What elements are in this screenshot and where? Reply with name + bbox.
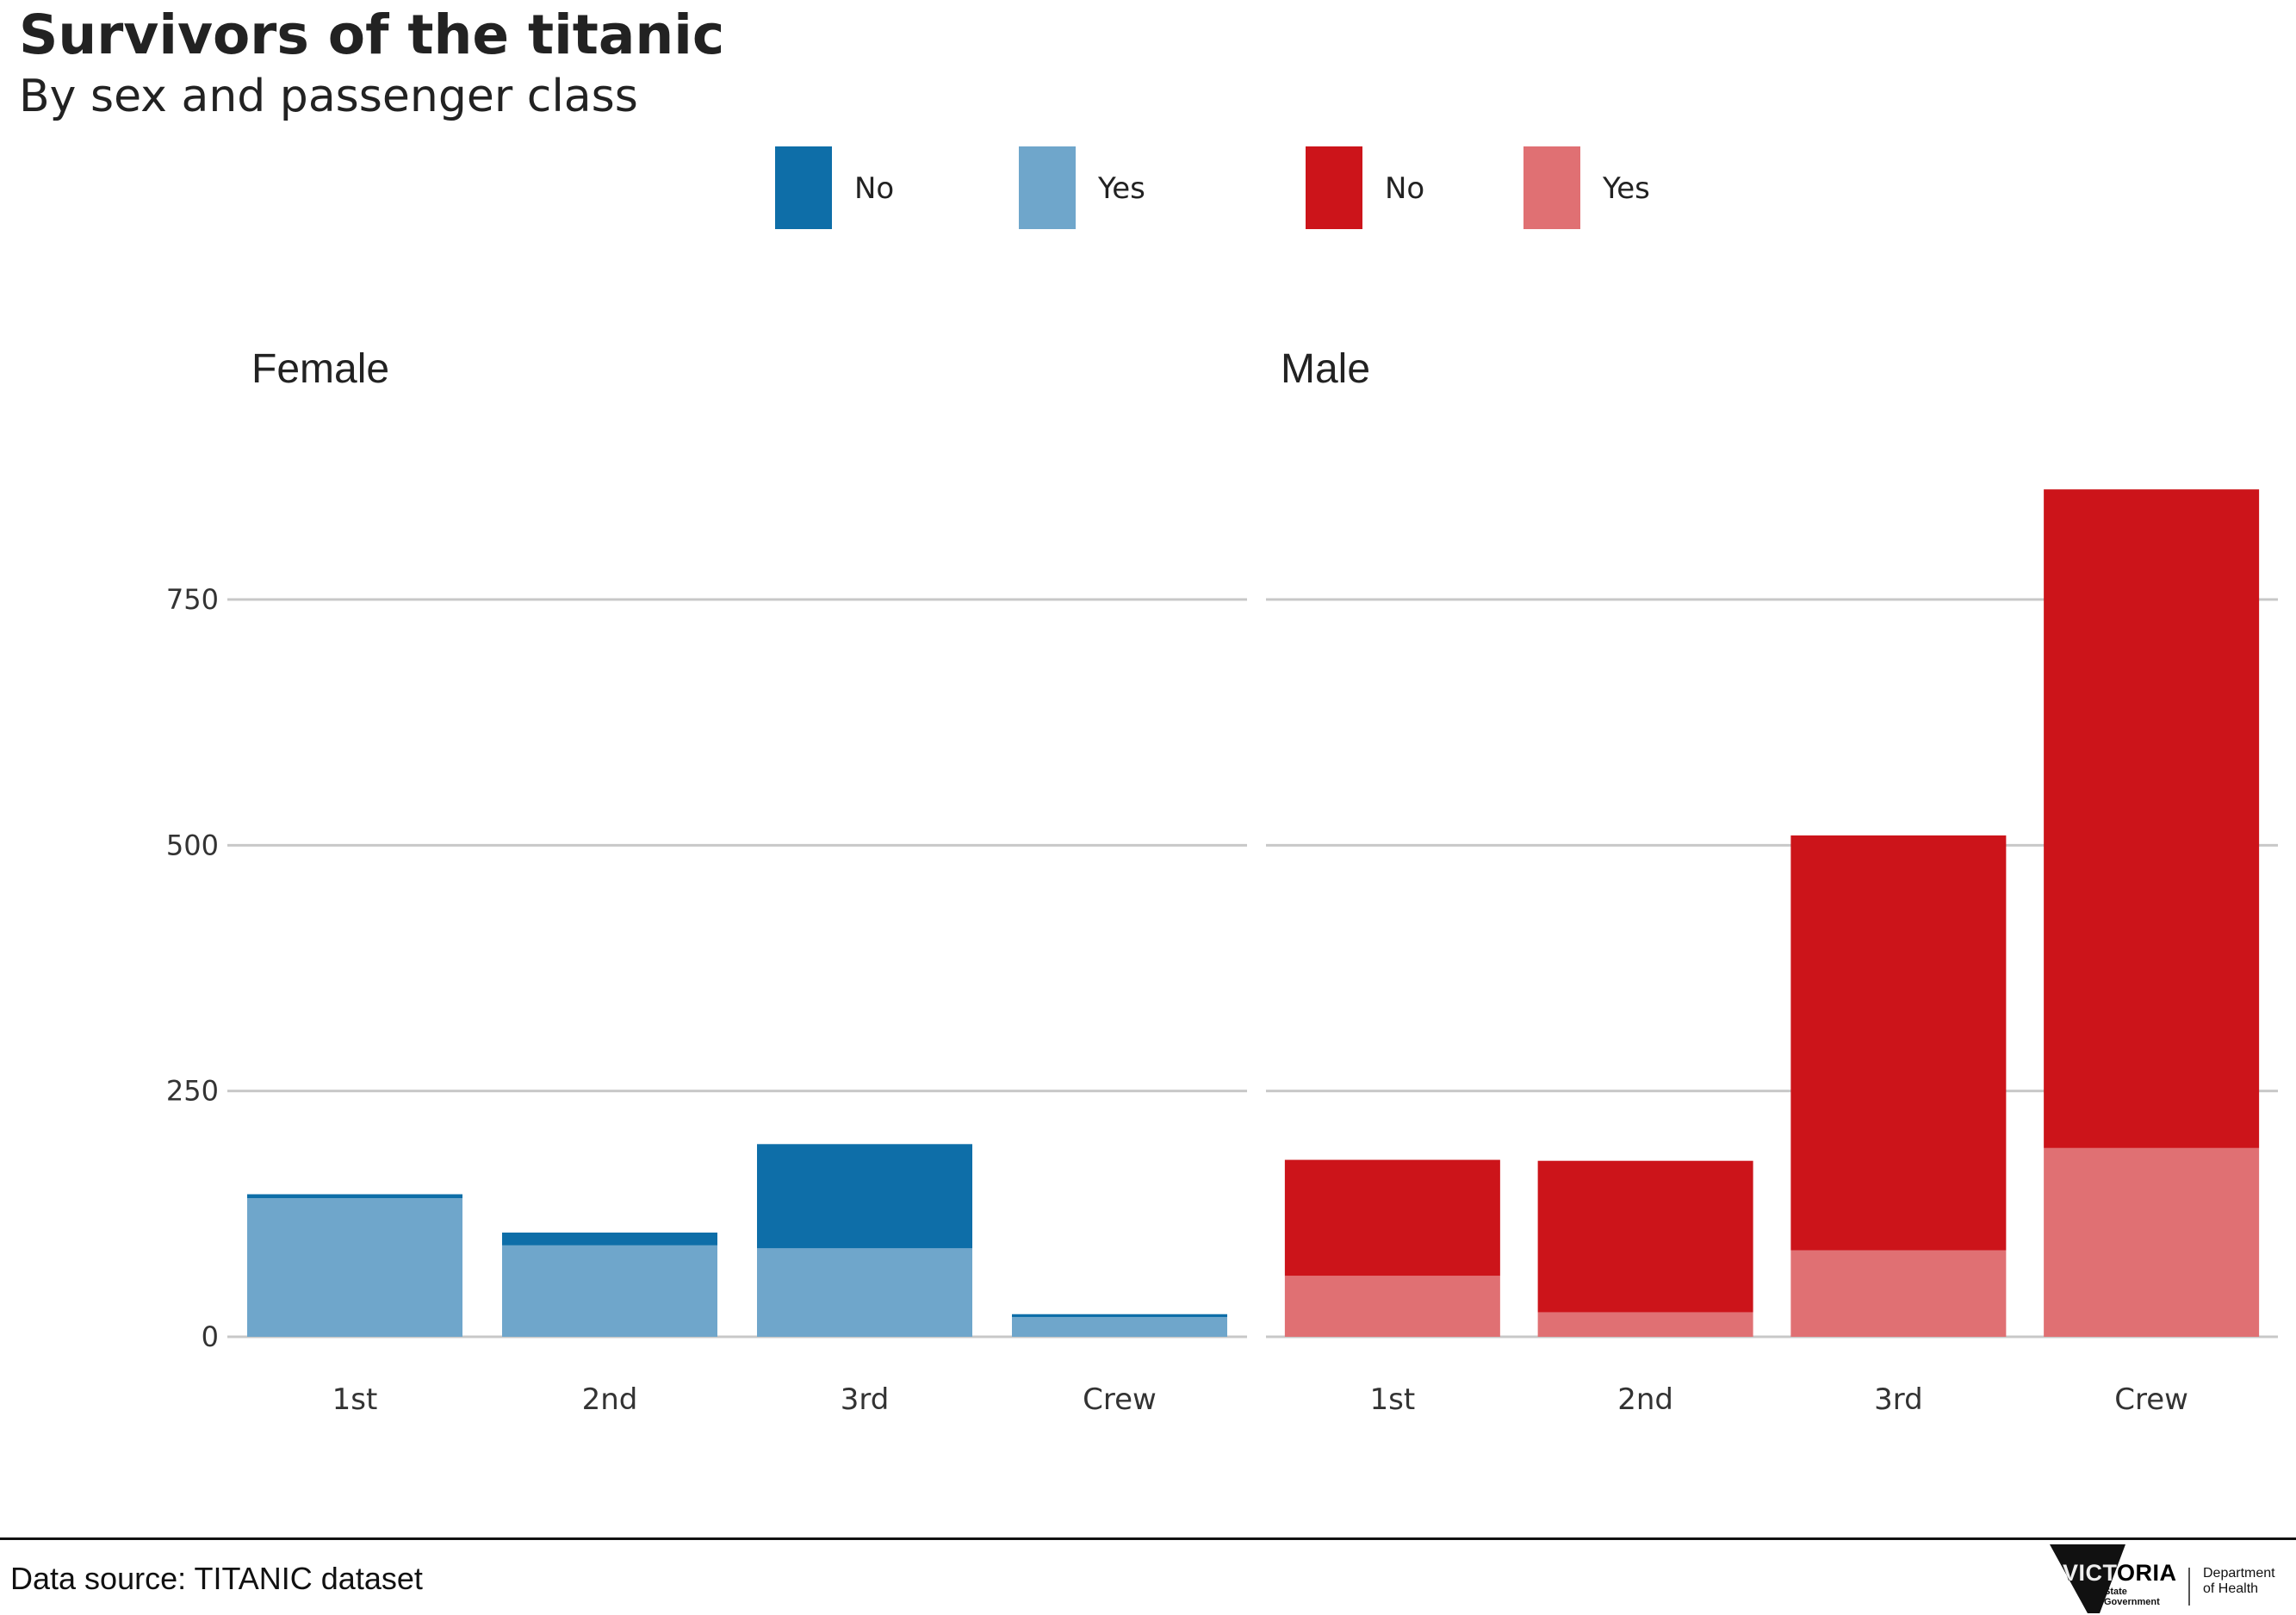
bar-male-3rd-yes [1790, 1250, 2007, 1337]
y-tick-label: 250 [166, 1075, 219, 1108]
x-tick-label: 2nd [582, 1382, 638, 1417]
bar-female-2nd-yes [502, 1245, 717, 1337]
x-tick-label: 1st [332, 1382, 378, 1417]
x-tick-label: 1st [1370, 1382, 1416, 1417]
y-tick-label: 0 [202, 1320, 219, 1353]
legend-swatch [1306, 146, 1362, 229]
bar-female-crew-yes [1012, 1317, 1227, 1337]
bar-female-crew-no [1012, 1314, 1227, 1318]
bar-male-3rd-no [1790, 835, 2007, 1251]
bar-male-crew-yes [2044, 1147, 2260, 1337]
data-source: Data source: TITANIC dataset [10, 1561, 423, 1596]
bar-male-1st-no [1284, 1159, 1500, 1276]
legend-label: Yes [1097, 171, 1145, 206]
bar-female-1st-no [247, 1194, 462, 1199]
chart-title: Survivors of the titanic [19, 3, 725, 66]
department-name: Department of Health [2203, 1566, 2275, 1596]
bar-male-2nd-yes [1537, 1312, 1753, 1337]
x-tick-label: 3rd [1874, 1382, 1923, 1417]
legend-label: Yes [1602, 171, 1650, 206]
facet-label: Female [251, 346, 389, 392]
bar-female-1st-yes [247, 1198, 462, 1337]
x-tick-label: Crew [2114, 1382, 2188, 1417]
bar-female-3rd-no [757, 1144, 972, 1249]
legend-swatch [1523, 146, 1580, 229]
bar-male-crew-no [2044, 489, 2260, 1148]
facet-label: Male [1281, 346, 1370, 392]
legend-swatch [775, 146, 832, 229]
logo-name: VICTORIA [2063, 1560, 2177, 1586]
x-tick-label: 2nd [1617, 1382, 1673, 1417]
logo-subtitle: State Government [2104, 1587, 2160, 1607]
bar-female-2nd-no [502, 1233, 717, 1245]
legend-label: No [1385, 171, 1424, 206]
chart-area: No Yes No Yes 0 250 500 750 Female 1st 2nd 3rd Crew M… [166, 146, 2278, 1417]
bar-female-3rd-yes [757, 1248, 972, 1337]
y-tick-label: 500 [166, 829, 219, 861]
legend-label: No [854, 171, 894, 206]
footer-divider [0, 1537, 2296, 1540]
legend-swatch [1019, 146, 1076, 229]
x-tick-label: 3rd [841, 1382, 890, 1417]
bar-male-2nd-no [1537, 1160, 1753, 1313]
chart-subtitle: By sex and passenger class [19, 71, 638, 122]
x-tick-label: Crew [1083, 1382, 1157, 1417]
logo-separator [2188, 1568, 2190, 1606]
victoria-logo-icon [2050, 1544, 2125, 1613]
y-tick-label: 750 [166, 583, 219, 616]
bar-male-1st-yes [1284, 1276, 1500, 1337]
